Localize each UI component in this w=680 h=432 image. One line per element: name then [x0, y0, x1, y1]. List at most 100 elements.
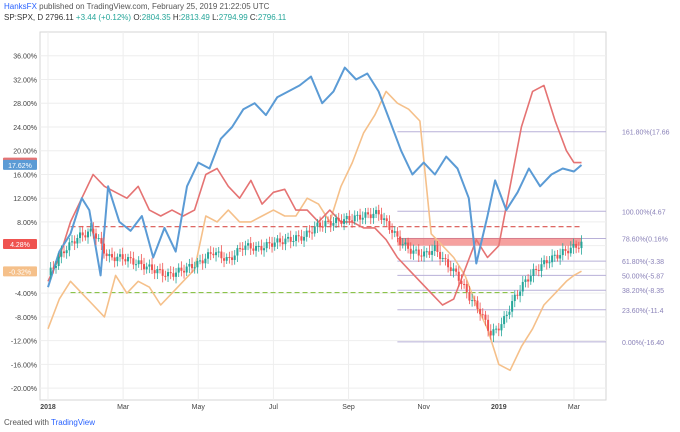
created-with-text: Created with — [4, 418, 49, 427]
spx-candle-body — [385, 218, 388, 222]
chart-footer: Created with TradingView — [4, 418, 95, 427]
spx-candle-body — [273, 242, 276, 247]
spx-candle-body — [439, 251, 442, 259]
spx-candle-body — [577, 247, 580, 249]
spx-candle-body — [567, 250, 570, 254]
spx-candle-body — [81, 232, 84, 236]
spx-candle-body — [172, 273, 175, 277]
x-tick-label: Jul — [269, 404, 278, 411]
spx-candle-body — [156, 269, 159, 274]
spx-candle-body — [204, 258, 207, 264]
spx-candle-body — [103, 243, 106, 254]
spx-candle-body — [513, 294, 516, 302]
plot-area: 161.80%(17.66 100.00%(4.67 78.60%(0.16% 61.… — [39, 31, 670, 401]
spx-candle-body — [436, 245, 439, 252]
symbol[interactable]: SP:SPX, D — [4, 13, 44, 22]
close-value: 2796.11 — [257, 13, 287, 22]
spx-candle-body — [308, 230, 311, 233]
spx-candle-body — [145, 266, 148, 270]
spx-candle-body — [556, 254, 559, 259]
spx-candle-body — [180, 267, 183, 271]
spx-candle-body — [143, 264, 146, 270]
spx-candle-body — [287, 236, 290, 239]
spx-candle-body — [57, 256, 60, 267]
spx-candle-body — [415, 249, 418, 251]
x-tick-label: Sep — [342, 404, 355, 411]
open-value: 2804.35 — [141, 13, 171, 22]
spx-candle-body — [324, 220, 327, 227]
spx-candle-body — [87, 231, 90, 238]
spx-candle-body — [252, 248, 255, 251]
spx-candle-body — [79, 232, 82, 239]
spx-candle-body — [223, 258, 226, 261]
open-label: O: — [133, 13, 142, 22]
author-name[interactable]: HanksFX — [4, 2, 37, 11]
x-tick-label: Mar — [117, 404, 130, 411]
tradingview-brand[interactable]: TradingView — [51, 418, 96, 427]
value-badge — [3, 239, 37, 250]
spx-candle-body — [159, 269, 162, 271]
spx-candle-body — [423, 251, 426, 257]
spx-candle-body — [305, 230, 308, 237]
last-price: 2796.11 — [45, 13, 74, 22]
spx-candle-body — [292, 241, 295, 243]
spx-candle-body — [444, 257, 447, 260]
spx-candle-body — [268, 242, 271, 244]
spx-candle-body — [417, 249, 420, 256]
spx-candle-body — [239, 248, 242, 250]
spx-candle-body — [473, 300, 476, 302]
spx-candle-body — [559, 255, 562, 259]
spx-candle-body — [351, 220, 354, 222]
spx-candle-body — [409, 248, 412, 254]
spx-candle-body — [255, 246, 258, 251]
spx-candle-body — [177, 267, 180, 273]
spx-candle-body — [383, 218, 386, 220]
spx-candle-body — [119, 254, 122, 257]
spx-candle-body — [193, 267, 196, 269]
spx-candle-body — [201, 260, 204, 264]
spx-candle-body — [399, 236, 402, 245]
spx-candle-body — [364, 212, 367, 218]
y-tick-label: 8.00% — [17, 220, 37, 227]
spx-candle-body — [543, 260, 546, 265]
spx-candle-body — [471, 300, 474, 302]
spx-candle-body — [260, 245, 263, 251]
spx-candle-body — [359, 214, 362, 220]
spx-candle-body — [284, 238, 287, 245]
y-tick-label: 24.00% — [13, 125, 37, 132]
spx-candle-body — [225, 256, 228, 261]
spx-candle-body — [572, 243, 575, 248]
spx-candle-body — [52, 267, 55, 269]
spx-candle-body — [297, 235, 300, 237]
spx-candle-body — [321, 226, 324, 228]
spx-candle-body — [497, 328, 500, 331]
spx-candle-body — [316, 222, 319, 227]
spx-candle-body — [545, 260, 548, 264]
spx-candle-body — [452, 268, 455, 272]
spx-candle-body — [524, 279, 527, 282]
spx-candle-body — [529, 275, 532, 282]
spx-candle-body — [484, 314, 487, 320]
spx-candle-body — [428, 251, 431, 255]
spx-candle-body — [548, 262, 551, 264]
spx-candle-body — [92, 228, 95, 234]
spx-candle-body — [220, 251, 223, 259]
spx-candle-body — [377, 210, 380, 215]
chart-header: HanksFX published on TradingView.com, Fe… — [4, 2, 269, 12]
fib-highlight-band — [397, 237, 582, 246]
x-tick-label: 2018 — [40, 404, 56, 411]
spx-candle-body — [492, 329, 495, 336]
y-tick-label: -8.00% — [15, 315, 37, 322]
y-tick-label: -16.00% — [11, 362, 37, 369]
price-badges: 17.99%17.62%4.28%-0.32% — [3, 157, 37, 277]
fib-level-label: 100.00%(4.67 — [622, 209, 666, 216]
spx-candle-body — [209, 252, 212, 254]
high-value: 2813.49 — [180, 13, 210, 22]
spx-candle-body — [391, 229, 394, 233]
y-axis: 36.00% 32.00% 28.00% 24.00% 20.00% 16.00% 12.0… — [11, 54, 37, 393]
spx-candle-body — [271, 243, 274, 247]
low-value: 2794.99 — [218, 13, 248, 22]
x-tick-label: 2019 — [491, 404, 507, 411]
spx-candle-body — [535, 268, 538, 270]
